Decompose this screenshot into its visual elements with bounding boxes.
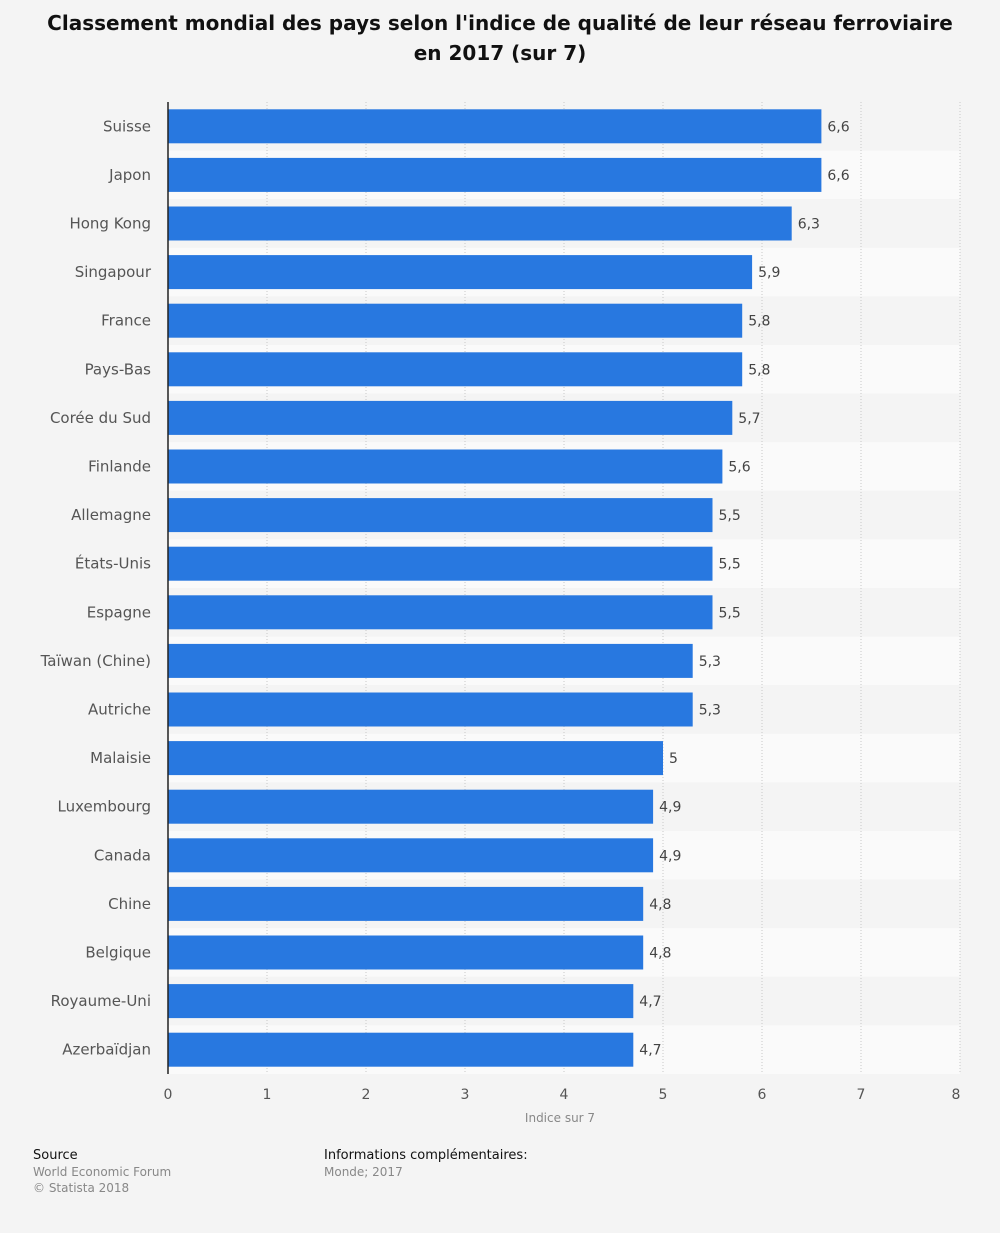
value-label: 5,5 [719, 605, 741, 621]
category-label: Belgique [85, 944, 151, 962]
bar[interactable] [168, 303, 743, 338]
category-label: États-Unis [75, 554, 151, 573]
category-labels: Suisse Japon Hong Kong Singapour France Pays-… [40, 117, 152, 1058]
value-label: 5,9 [758, 265, 780, 281]
x-tick-label: 8 [952, 1087, 961, 1103]
info-block: Informations complémentaires: Monde; 201… [324, 1148, 528, 1180]
info-text: Monde; 2017 [324, 1165, 403, 1179]
bar[interactable] [168, 449, 723, 484]
category-label: Luxembourg [58, 798, 152, 816]
x-tick-label: 3 [461, 1087, 470, 1103]
bar[interactable] [168, 157, 822, 192]
value-label: 4,7 [639, 994, 661, 1010]
value-label: 5 [669, 751, 678, 767]
source-heading: Source [33, 1148, 78, 1163]
value-label: 5,5 [719, 508, 741, 524]
value-label: 6,6 [827, 168, 849, 184]
category-label: Espagne [87, 603, 151, 621]
category-label: Hong Kong [69, 215, 151, 233]
info-heading[interactable]: Informations complémentaires: [324, 1148, 528, 1163]
category-label: Royaume-Uni [51, 992, 151, 1010]
value-label: 6,6 [827, 119, 849, 135]
bar[interactable] [168, 206, 792, 241]
bar[interactable] [168, 352, 743, 387]
x-tick-label: 5 [659, 1087, 668, 1103]
value-label: 5,8 [748, 362, 770, 378]
bar[interactable] [168, 692, 693, 727]
value-label: 5,8 [748, 314, 770, 330]
x-tick-label: 0 [164, 1087, 173, 1103]
value-label: 6,3 [798, 217, 820, 233]
x-tick-label: 7 [857, 1087, 866, 1103]
value-label: 4,8 [649, 946, 671, 962]
category-label: Japon [108, 166, 151, 184]
value-label: 4,8 [649, 897, 671, 913]
bar[interactable] [168, 643, 693, 678]
value-label: 5,7 [738, 411, 760, 427]
bar[interactable] [168, 886, 644, 921]
bar[interactable] [168, 255, 753, 290]
chart-title: Classement mondial des pays selon l'indi… [47, 11, 953, 65]
category-label: France [101, 312, 151, 330]
category-label: Pays-Bas [85, 360, 152, 378]
x-tick-label: 6 [758, 1087, 767, 1103]
x-axis-title: Indice sur 7 [525, 1111, 595, 1125]
category-label: Azerbaïdjan [62, 1041, 151, 1059]
bar[interactable] [168, 741, 663, 776]
x-tick-label: 4 [560, 1087, 569, 1103]
category-label: Suisse [103, 117, 151, 135]
bar[interactable] [168, 546, 713, 581]
value-labels: 6,6 6,6 6,3 5,9 5,8 5,8 5,7 5,6 5,5 5,5 5,5 5,3 5,3 5… [639, 119, 849, 1058]
x-tick-label: 1 [263, 1087, 272, 1103]
category-label: Canada [94, 846, 151, 864]
value-label: 5,3 [699, 703, 721, 719]
value-label: 4,9 [659, 848, 681, 864]
bar[interactable] [168, 838, 654, 873]
copyright-text: © Statista 2018 [33, 1181, 130, 1195]
category-label: Singapour [75, 263, 152, 281]
bar[interactable] [168, 789, 654, 824]
bars [168, 109, 822, 1067]
bar[interactable] [168, 984, 634, 1019]
category-label: Corée du Sud [50, 409, 151, 427]
bar[interactable] [168, 935, 644, 970]
value-label: 4,9 [659, 800, 681, 816]
value-label: 5,5 [719, 557, 741, 573]
x-tick-label: 2 [362, 1087, 371, 1103]
category-label: Finlande [88, 458, 151, 476]
category-label: Chine [108, 895, 151, 913]
category-label: Taïwan (Chine) [40, 652, 151, 670]
value-label: 5,3 [699, 654, 721, 670]
bar[interactable] [168, 1032, 634, 1067]
bar[interactable] [168, 595, 713, 630]
value-label: 5,6 [728, 460, 750, 476]
source-name[interactable]: World Economic Forum [33, 1165, 172, 1179]
bar[interactable] [168, 400, 733, 435]
bar[interactable] [168, 498, 713, 533]
category-label: Allemagne [71, 506, 151, 524]
x-axis-ticks: 0 1 2 3 4 5 6 7 8 [164, 1087, 961, 1103]
category-label: Autriche [88, 701, 151, 719]
bar[interactable] [168, 109, 822, 144]
value-label: 4,7 [639, 1043, 661, 1059]
category-label: Malaisie [90, 749, 151, 767]
source-block: Source World Economic Forum © Statista 2… [33, 1148, 171, 1196]
